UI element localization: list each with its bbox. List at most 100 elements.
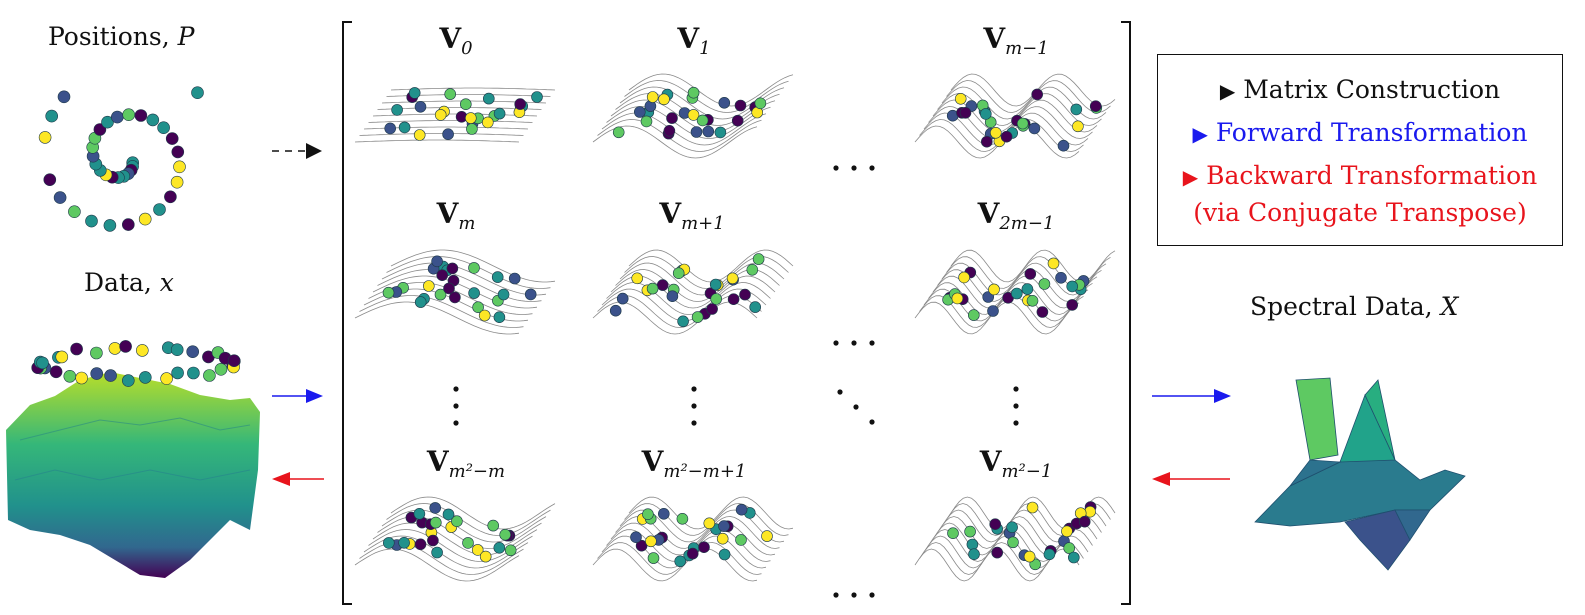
basis-point (647, 552, 660, 564)
basis-point (687, 86, 700, 99)
basis-point (493, 107, 506, 120)
basis-point (431, 546, 443, 559)
data-point (70, 342, 83, 356)
basis-point (408, 87, 421, 99)
basis-point (690, 126, 703, 138)
legend-box: ▶ Matrix Construction ▶ Forward Transfor… (1157, 54, 1563, 246)
basis-point (429, 502, 442, 514)
position-point (171, 145, 185, 159)
basis-point (1078, 515, 1091, 528)
basis-point (1057, 139, 1070, 152)
data-symbol: x (159, 268, 174, 297)
basis-point (1021, 283, 1034, 295)
basis-point (472, 301, 484, 314)
basis-point (429, 516, 442, 529)
basis-point (414, 101, 427, 113)
basis-point (1070, 103, 1083, 116)
basis-point (989, 127, 1002, 139)
blue-triangle-icon: ▶ (1192, 122, 1208, 146)
basis-point (384, 122, 397, 135)
position-point (134, 109, 148, 122)
basis-point (958, 271, 970, 284)
red-triangle-icon: ▶ (1182, 165, 1199, 189)
diagonal-ellipsis (837, 389, 875, 425)
basis-point (676, 512, 689, 525)
data-point (203, 369, 216, 382)
basis-point (449, 291, 461, 304)
vertical-ellipsis-col-2 (691, 386, 697, 426)
basis-point (1068, 551, 1080, 564)
basis-point (731, 114, 744, 127)
vertical-ellipsis-col-4 (1013, 386, 1019, 426)
basis-point (703, 517, 716, 530)
data-point (75, 371, 88, 385)
spectral-data-shape (1254, 377, 1466, 571)
basis-point (436, 269, 449, 282)
position-point (53, 191, 67, 204)
basis-point (672, 267, 685, 280)
data-point (90, 346, 103, 360)
basis-point (427, 534, 439, 547)
basis-point (413, 129, 426, 141)
construction-arrowhead (306, 143, 322, 159)
basis-point (718, 97, 731, 109)
basis-point (431, 255, 443, 268)
basis-point (487, 519, 500, 532)
basis-point (413, 507, 426, 520)
basis-point (687, 109, 700, 121)
spectral-text: Spectral Data, (1250, 292, 1441, 321)
basis-point (954, 93, 967, 105)
data-terrain-surface (6, 372, 260, 578)
data-point (104, 369, 117, 382)
ellipsis-row-1 (833, 165, 875, 171)
position-point (57, 90, 71, 104)
basis-point (451, 515, 463, 528)
basis-point (612, 126, 625, 139)
data-point (136, 344, 149, 357)
legend-note: (via Conjugate Transpose) (1193, 198, 1527, 227)
basis-point (1043, 548, 1056, 561)
legend-item-matrix-construction: ▶ Matrix Construction (1158, 69, 1562, 112)
position-point (170, 175, 184, 189)
basis-point (666, 112, 678, 124)
data-point (139, 371, 152, 384)
basis-point (951, 292, 964, 305)
basis-point (989, 518, 1002, 531)
basis-point (691, 311, 704, 323)
position-point (38, 131, 52, 144)
positions-label: Positions, P (48, 22, 194, 51)
basis-point (504, 544, 517, 557)
black-triangle-icon: ▶ (1219, 79, 1236, 103)
basis-point (735, 503, 748, 516)
position-point (173, 160, 186, 174)
data-label: Data, x (84, 268, 174, 297)
basis-point (514, 98, 527, 110)
basis-point (1036, 306, 1049, 318)
left-bracket (342, 21, 352, 605)
basis-point (702, 125, 715, 138)
data-point (160, 372, 173, 385)
basis-point (391, 104, 403, 116)
basis-point (658, 93, 670, 106)
basis-point (657, 507, 670, 520)
basis-point (531, 91, 543, 103)
position-point (122, 218, 135, 231)
v-label-0: V0 (439, 22, 473, 59)
data-point (186, 345, 199, 359)
legend-label-matrix-construction: Matrix Construction (1243, 75, 1501, 104)
basis-point (442, 128, 454, 140)
basis-point (459, 98, 472, 110)
basis-point (482, 92, 495, 105)
data-point (170, 343, 184, 357)
basis-point (656, 279, 669, 291)
basis-point (466, 123, 478, 135)
v-label-1: V1 (677, 22, 711, 59)
position-point (191, 86, 204, 99)
basis-point (645, 535, 657, 548)
legend-item-forward-transformation: ▶ Forward Transformation (1158, 112, 1562, 155)
basis-point (677, 315, 689, 328)
basis-point (698, 541, 710, 554)
position-point (138, 212, 152, 226)
basis-point (493, 311, 506, 324)
basis-point (1066, 280, 1078, 293)
